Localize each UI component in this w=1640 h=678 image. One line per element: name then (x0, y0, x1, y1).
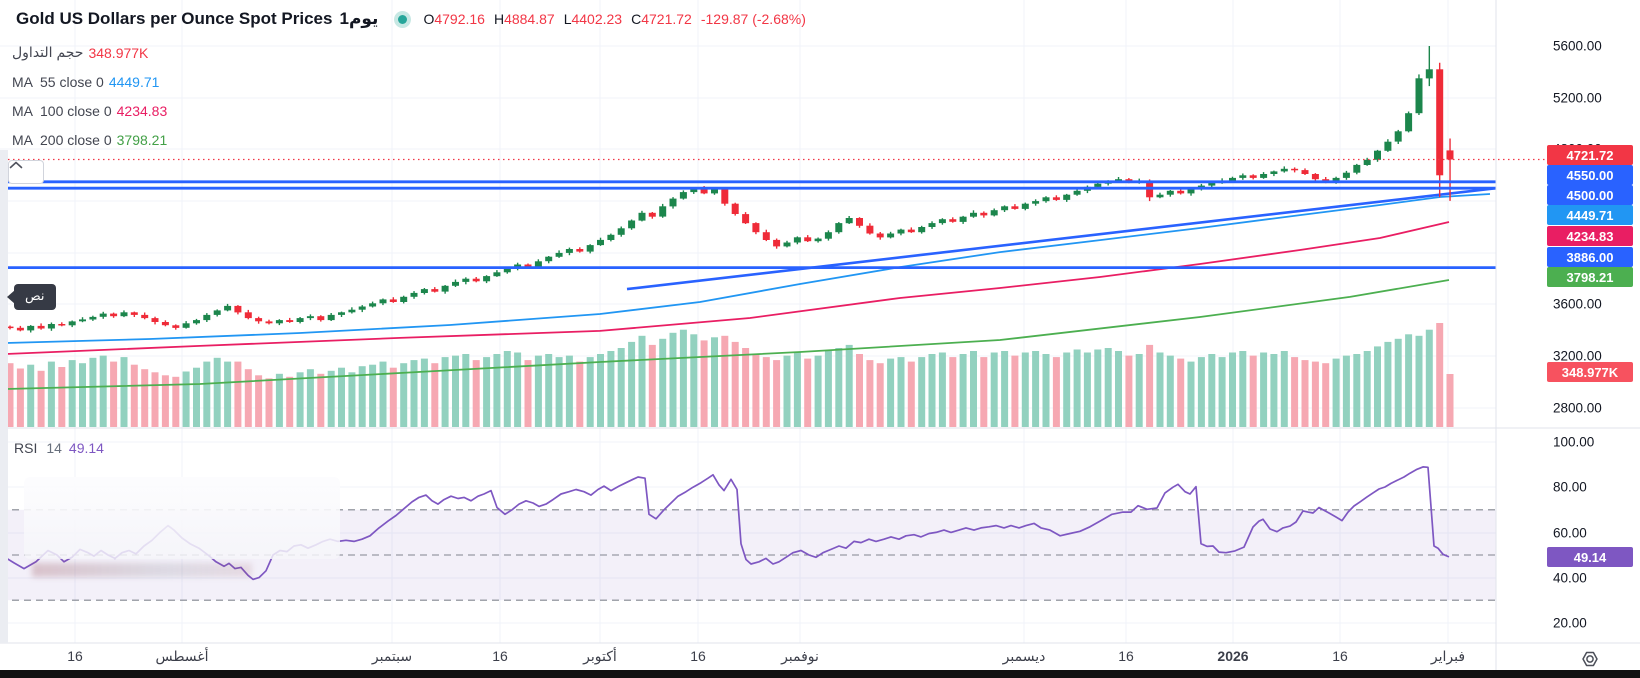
text-drawing-label[interactable]: نص (14, 284, 56, 310)
gear-icon[interactable] (1578, 647, 1602, 671)
price-badge: 4500.00 (1547, 185, 1633, 205)
price-badge: 4449.71 (1547, 205, 1633, 225)
time-axis-label: أكتوبر (583, 648, 617, 664)
ohlc-values: O4792.16 H4884.87 L4402.23 C4721.72 -129… (423, 11, 805, 27)
low-value: 4402.23 (571, 11, 623, 27)
low-label: L (563, 11, 572, 27)
rsi-legend-row[interactable]: RSI 14 49.14 (14, 440, 104, 456)
ma200-value: 3798.21 (116, 131, 168, 148)
chevron-up-icon (9, 161, 23, 169)
price-axis-tick: 3600.00 (1553, 296, 1602, 312)
price-badge: 3886.00 (1547, 247, 1633, 267)
left-edge-strip (0, 150, 8, 643)
price-badge: 4721.72 (1547, 145, 1633, 165)
time-axis-label: سبتمبر (371, 648, 413, 664)
price-badge: 348.977K (1547, 362, 1633, 382)
volume-series (6, 323, 1454, 427)
close-label: C (631, 11, 642, 27)
ma200-label: MA 200 close 0 (12, 131, 112, 148)
gridlines (0, 0, 1496, 643)
bottom-bar (0, 670, 1640, 678)
ma100-label: MA 100 close 0 (12, 102, 112, 119)
trendline-drawing[interactable] (626, 186, 1497, 291)
price-axis-tick: 80.00 (1553, 479, 1587, 495)
ma100-line (5, 221, 1450, 355)
rsi-period: 14 (46, 440, 62, 456)
ma55-legend-row[interactable]: MA 55 close 0 4449.71 (12, 67, 167, 96)
price-axis-tick: 60.00 (1553, 525, 1587, 541)
ma55-label: MA 55 close 0 (12, 73, 104, 90)
time-axis-label: 16 (690, 648, 706, 664)
price-badge: 4234.83 (1547, 226, 1633, 246)
price-axis-tick: 20.00 (1553, 615, 1587, 631)
high-label: H (493, 11, 505, 27)
rsi-line (4, 466, 1450, 581)
time-axis-label: نوفمبر (781, 648, 819, 664)
time-axis-label: 16 (67, 648, 83, 664)
price-axis-tick: 3200.00 (1553, 348, 1602, 364)
blurred-watermark (24, 477, 340, 577)
ma200-legend-row[interactable]: MA 200 close 0 3798.21 (12, 125, 167, 154)
time-axis-label: 16 (492, 648, 508, 664)
rsi-value: 49.14 (68, 440, 104, 456)
time-axis-label: 2026 (1217, 648, 1249, 664)
ma100-legend-row[interactable]: MA 100 close 0 4234.83 (12, 96, 167, 125)
price-axis-tick: 5600.00 (1553, 38, 1602, 54)
time-axis-label: 16 (1332, 648, 1348, 664)
ma55-value: 4449.71 (108, 73, 160, 90)
change-value: -129.87 (-2.68%) (700, 11, 806, 27)
high-value: 4884.87 (504, 11, 555, 27)
price-axis-tick: 40.00 (1553, 570, 1587, 586)
close-value: 4721.72 (641, 11, 692, 27)
price-badge: 4550.00 (1547, 165, 1633, 185)
time-axis[interactable] (0, 643, 1496, 670)
volume-value: 348.977K (88, 44, 149, 61)
price-axis-tick: 5200.00 (1553, 90, 1602, 106)
open-value: 4792.16 (434, 11, 485, 27)
rsi-label: RSI (14, 440, 38, 456)
market-status-dot (398, 14, 408, 24)
time-axis-label: ديسمبر (1002, 648, 1046, 664)
price-axis-tick: 100.00 (1553, 434, 1595, 450)
open-label: O (423, 11, 435, 27)
horizontal-line-drawings[interactable] (0, 180, 1496, 270)
ma200-line (5, 279, 1450, 390)
indicator-legend: حجم التداول 348.977K MA 55 close 0 4449.71… (12, 38, 167, 154)
legend-collapse-button[interactable] (8, 160, 44, 184)
price-badge: 49.14 (1547, 547, 1633, 567)
time-axis-label: فبراير (1430, 648, 1466, 664)
price-badge: 3798.21 (1547, 267, 1633, 287)
volume-label: حجم التداول (12, 44, 84, 60)
time-axis-label: أغسطس (155, 648, 209, 664)
symbol-header: Gold US Dollars per Ounce Spot Prices 1ي… (16, 5, 806, 33)
time-axis-label: 16 (1118, 648, 1134, 664)
symbol-title[interactable]: Gold US Dollars per Ounce Spot Prices (16, 9, 333, 28)
price-axis-tick: 2800.00 (1553, 400, 1602, 416)
ma100-value: 4234.83 (116, 102, 168, 119)
interval-label[interactable]: 1يوم (339, 9, 379, 28)
volume-legend-row[interactable]: حجم التداول 348.977K (12, 38, 167, 67)
